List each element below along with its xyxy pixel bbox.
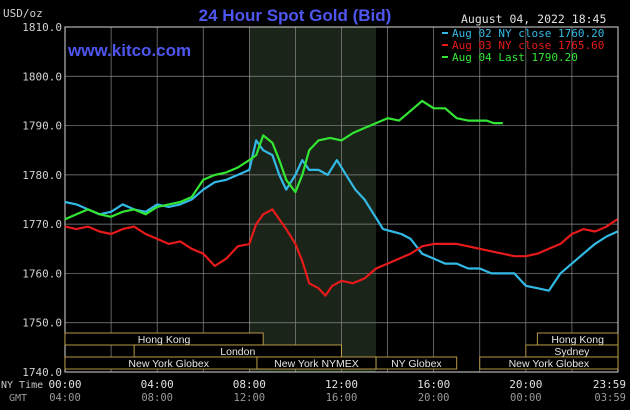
series-line-1 (64, 139, 618, 292)
y-tick-label: 1790.0 (22, 120, 62, 133)
x-tick-label-ny: 23:59 (593, 378, 626, 391)
date-time-label: August 04, 2022 18:45 (461, 12, 606, 26)
session-label: Sydney (554, 346, 590, 358)
series-line-2 (64, 208, 619, 297)
x-tick-label-ny: 12:00 (325, 378, 358, 391)
y-axis: 1740.0 1750.0 1760.0 1770.0 1780.0 1790.0 1800… (22, 21, 62, 379)
x-tick-label-gmt: 20:00 (418, 392, 450, 404)
y-tick-label: 1780.0 (22, 169, 62, 182)
session-label: New York NYMEX (274, 358, 359, 370)
session-label: London (220, 346, 255, 358)
session-label: NY Globex (391, 358, 442, 370)
kitco-watermark: www.kitco.com (67, 41, 191, 60)
ny-time-label: NY Time (1, 380, 43, 391)
session-label: Hong Kong (138, 334, 191, 346)
legend-label: Aug 02 NY close 1760.20 (452, 27, 604, 40)
x-tick-label-gmt: 04:00 (49, 392, 81, 404)
x-tick-label-gmt: 16:00 (326, 392, 358, 404)
session-label: Hong Kong (551, 334, 604, 346)
x-tick-label-ny: 16:00 (417, 378, 450, 391)
series-line-3 (64, 99, 503, 221)
price-series (64, 99, 619, 297)
y-tick-label: 1740.0 (22, 366, 62, 379)
plot-frame (64, 26, 619, 373)
y-tick-label: 1810.0 (22, 21, 62, 34)
x-tick-label-ny: 04:00 (141, 378, 174, 391)
y-tick-label: 1800.0 (22, 70, 62, 83)
x-tick-label-gmt: 08:00 (141, 392, 173, 404)
legend-label: Aug 03 NY close 1765.60 (452, 39, 604, 52)
session-label: New York Globex (128, 358, 209, 370)
x-tick-label-gmt: 03:59 (594, 392, 626, 404)
x-tick-label-ny: 20:00 (509, 378, 542, 391)
x-tick-label-gmt: 00:00 (510, 392, 542, 404)
y-tick-label: 1770.0 (22, 218, 62, 231)
x-axis: 00:0004:0004:0008:0008:0012:0012:0016:00… (48, 378, 626, 404)
y-tick-label: 1760.0 (22, 267, 62, 280)
gmt-label: GMT (9, 393, 27, 404)
session-box (479, 356, 619, 370)
trading-sessions: Hong Kong London New York Globex New York N… (64, 332, 619, 370)
session-label: New York Globex (509, 358, 590, 370)
x-tick-label-gmt: 12:00 (234, 392, 266, 404)
ny-nymex-session-band (249, 27, 377, 372)
session-box (375, 356, 458, 370)
legend-label: Aug 04 Last 1790.20 (452, 51, 578, 64)
chart-title: 24 Hour Spot Gold (Bid) (199, 6, 392, 25)
x-tick-label-ny: 08:00 (233, 378, 266, 391)
x-tick-label-ny: 00:00 (48, 378, 81, 391)
currency-label: USD/oz (3, 7, 43, 20)
y-tick-label: 1750.0 (22, 317, 62, 330)
